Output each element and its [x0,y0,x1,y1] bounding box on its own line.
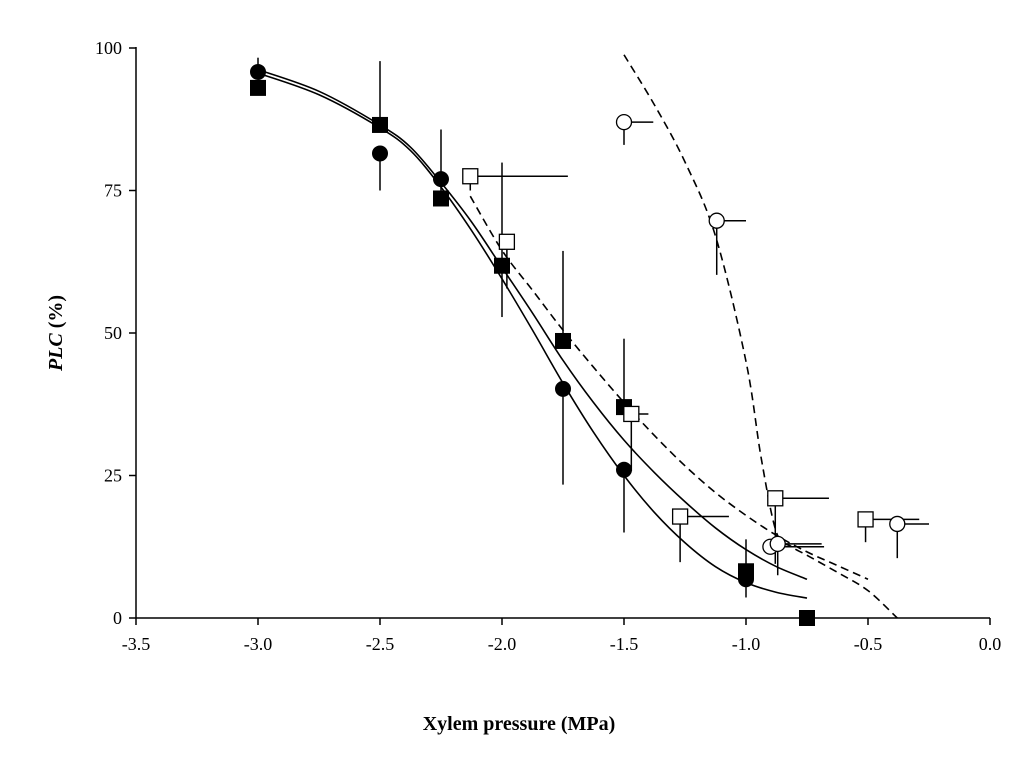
data-markers [250,63,906,626]
y-axis-title-variable: PLC [45,333,67,372]
fitted-curve-4-dashed [623,54,898,619]
data-point-filled-square [494,257,510,274]
fitted-curve-3-dashed [469,195,869,580]
x-tick-label: -2.0 [488,634,517,654]
y-axis-title-unit: (%) [45,295,67,333]
x-axis-title: Xylem pressure (MPa) [423,713,616,735]
y-tick-label: 0 [113,608,122,628]
x-tick-label: -3.0 [244,634,273,654]
data-point-open-square [498,233,516,250]
x-tick-label: -1.5 [610,634,639,654]
fitted-curve-2-solid [257,68,808,580]
data-point-open-square [623,405,640,423]
data-point-open-square [462,168,479,185]
x-tick-label: -2.5 [366,634,395,654]
y-axis-title: PLC (%) [45,295,67,372]
y-tick-label: 50 [104,323,122,343]
fitted-curves [257,54,898,619]
data-point-open-circle [889,515,906,533]
data-point-filled-circle [433,171,449,188]
x-axis-ticks: -3.5 -3.0 -2.5 -2.0 -1.5 -1.0 -0.5 0.0 [122,618,1002,654]
data-point-open-square [671,508,689,525]
fitted-curve-1-solid [257,72,808,599]
data-point-open-circle [769,535,786,553]
error-bars [257,57,929,598]
y-axis-ticks: 0 25 50 75 100 [95,38,136,628]
y-tick-label: 25 [104,466,122,486]
data-point-filled-circle [555,380,571,397]
data-point-filled-circle [250,63,266,80]
data-point-filled-circle [616,461,632,478]
data-point-open-circle [708,212,725,229]
data-point-filled-square [555,332,571,349]
data-point-filled-square [433,190,449,207]
data-point-open-square [857,511,874,528]
data-point-open-square [767,490,784,507]
data-point-filled-circle [372,145,388,162]
data-point-filled-square [250,79,266,96]
x-tick-label: -1.0 [732,634,761,654]
axes: -3.5 -3.0 -2.5 -2.0 -1.5 -1.0 -0.5 0.0 0 25 50 75 1… [95,38,1001,654]
x-tick-label: 0.0 [979,634,1002,654]
plot-area [250,54,929,626]
x-tick-label: -3.5 [122,634,151,654]
data-point-filled-square [738,563,754,580]
data-point-open-circle [615,113,633,131]
data-point-filled-square [372,116,388,133]
x-tick-label: -0.5 [854,634,883,654]
y-tick-label: 75 [104,181,122,201]
y-tick-label: 100 [95,38,122,58]
